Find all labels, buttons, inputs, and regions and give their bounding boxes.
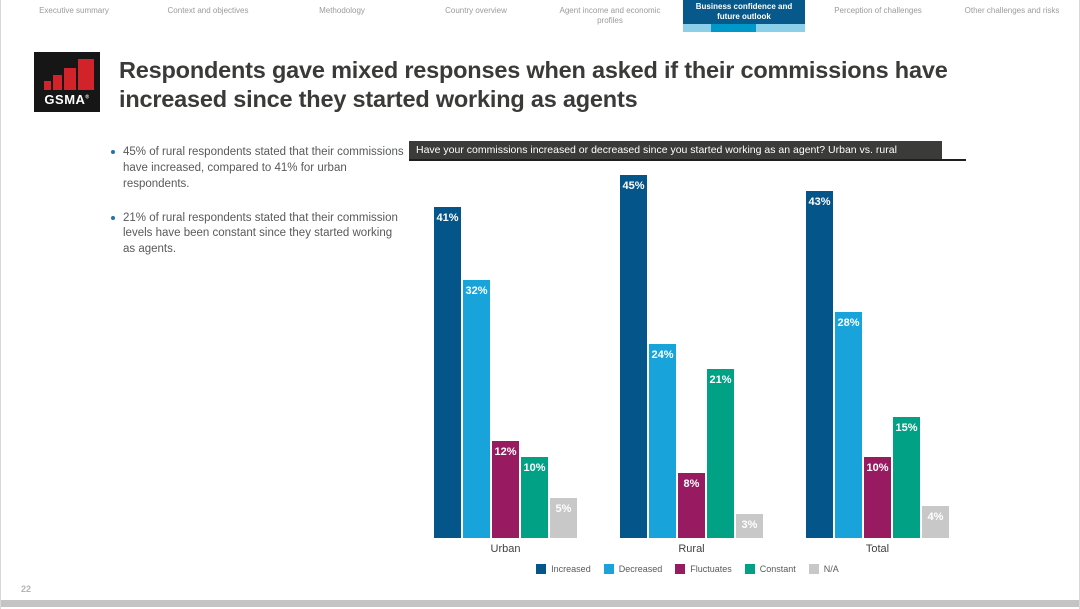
bar-rural-n-a: 3% [736,514,763,538]
bar-rural-decreased: 24% [649,344,676,538]
legend-label: Fluctuates [690,564,732,574]
bar-group-rural: 45% 24% 8% 21% 3% [620,175,763,538]
bullet-text: 21% of rural respondents stated that the… [123,211,398,256]
bullet-text: 45% of rural respondents stated that the… [123,146,404,190]
bullet-list: 45% of rural respondents stated that the… [111,145,405,276]
nav-tab-perception-of-challenges[interactable]: Perception of challenges [811,0,945,32]
bar-value-label: 28% [837,317,860,329]
page-title-line1: Respondents gave mixed responses when as… [119,57,948,83]
bar-urban-fluctuates: 12% [492,441,519,538]
legend-item-fluctuates: Fluctuates [675,564,732,574]
nav-tab-label: Perception of challenges [834,6,922,15]
bar-total-decreased: 28% [835,312,862,538]
bar-value-label: 8% [683,478,700,490]
bullet-marker [111,150,115,154]
page-title-line2: increased since they started working as … [119,85,638,112]
bar-group-total: 43% 28% 10% 15% 4% [806,191,949,538]
bar-urban-n-a: 5% [550,498,577,538]
chart-plot-area: 41% 32% 12% 10% 5% 45% 24% 8% 21% 3% 43% 28% 10% 15% 4… [409,161,966,538]
nav-tab-label: Methodology [319,6,365,15]
bullet-item: 45% of rural respondents stated that the… [111,145,405,193]
gsma-logo-text: GSMA® [44,92,90,107]
nav-tab-label: Country overview [445,6,507,15]
gsma-logo-bars-icon [44,59,94,90]
legend-item-constant: Constant [744,564,796,574]
nav-tab-other-challenges-and-risks[interactable]: Other challenges and risks [945,0,1079,32]
legend-swatch-icon [603,564,614,574]
bar-urban-constant: 10% [521,457,548,538]
nav-tab-label: Executive summary [39,6,109,15]
chart-title-underline: Have your commissions increased or decre… [409,141,966,161]
bar-total-increased: 43% [806,191,833,538]
bar-total-n-a: 4% [922,506,949,538]
bar-group-urban: 41% 32% 12% 10% 5% [434,207,577,538]
chart-category-axis: Urban Rural Total [409,543,966,555]
legend-swatch-icon [808,564,819,574]
bar-value-label: 10% [523,462,546,474]
bar-value-label: 45% [622,180,645,192]
bar-rural-constant: 21% [707,369,734,538]
bar-value-label: 32% [465,285,488,297]
legend-label: Constant [759,564,796,574]
category-label-urban: Urban [490,543,521,555]
legend-item-increased: Increased [536,564,591,574]
bar-value-label: 15% [895,422,918,434]
nav-tab-agent-income-and-economic-profiles[interactable]: Agent income and economic profiles [543,0,677,32]
bar-rural-increased: 45% [620,175,647,538]
chart-legend: Increased Decreased Fluctuates Constant N/A [409,564,966,574]
page-title: Respondents gave mixed responses when as… [119,56,1049,113]
legend-label: N/A [823,564,839,574]
top-nav: Executive summary Context and objectives M… [7,0,1079,32]
bar-value-label: 21% [709,374,732,386]
legend-item-n-a: N/A [808,564,839,574]
bar-value-label: 43% [808,196,831,208]
bar-total-constant: 15% [893,417,920,538]
nav-tab-executive-summary[interactable]: Executive summary [7,0,141,32]
legend-label: Increased [551,564,591,574]
bar-value-label: 5% [555,503,572,515]
nav-tab-label: Agent income and economic profiles [559,6,661,26]
bar-value-label: 41% [436,212,459,224]
bar-total-fluctuates: 10% [864,457,891,538]
legend-swatch-icon [744,564,755,574]
legend-label: Decreased [618,564,663,574]
bullet-item: 21% of rural respondents stated that the… [111,211,405,259]
gsma-logo: GSMA® [34,52,100,112]
bar-value-label: 3% [741,519,758,531]
nav-tab-label: Other challenges and risks [964,6,1060,15]
bar-rural-fluctuates: 8% [678,473,705,538]
bar-value-label: 10% [866,462,889,474]
nav-tab-country-overview[interactable]: Country overview [409,0,543,32]
legend-swatch-icon [675,564,686,574]
bullet-marker [111,215,115,220]
nav-tab-methodology[interactable]: Methodology [275,0,409,32]
category-label-total: Total [865,543,890,555]
bar-value-label: 12% [494,446,517,458]
category-label-rural: Rural [678,543,705,555]
bar-value-label: 4% [927,511,944,523]
chart-title: Have your commissions increased or decre… [409,141,942,159]
bar-chart: Have your commissions increased or decre… [409,141,966,574]
bar-value-label: 24% [651,349,674,361]
active-tab-strip [683,24,805,32]
bottom-bar [1,600,1079,607]
nav-tab-label: Context and objectives [167,6,249,15]
bar-urban-increased: 41% [434,207,461,538]
nav-tab-label: Business confidence and future outlook [683,0,805,24]
bar-urban-decreased: 32% [463,280,490,538]
legend-swatch-icon [536,564,547,574]
legend-item-decreased: Decreased [603,564,663,574]
nav-tab-context-and-objectives[interactable]: Context and objectives [141,0,275,32]
nav-tab-business-confidence-and-future-outlook[interactable]: Business confidence and future outlook [677,0,811,32]
page-number: 22 [21,584,32,594]
